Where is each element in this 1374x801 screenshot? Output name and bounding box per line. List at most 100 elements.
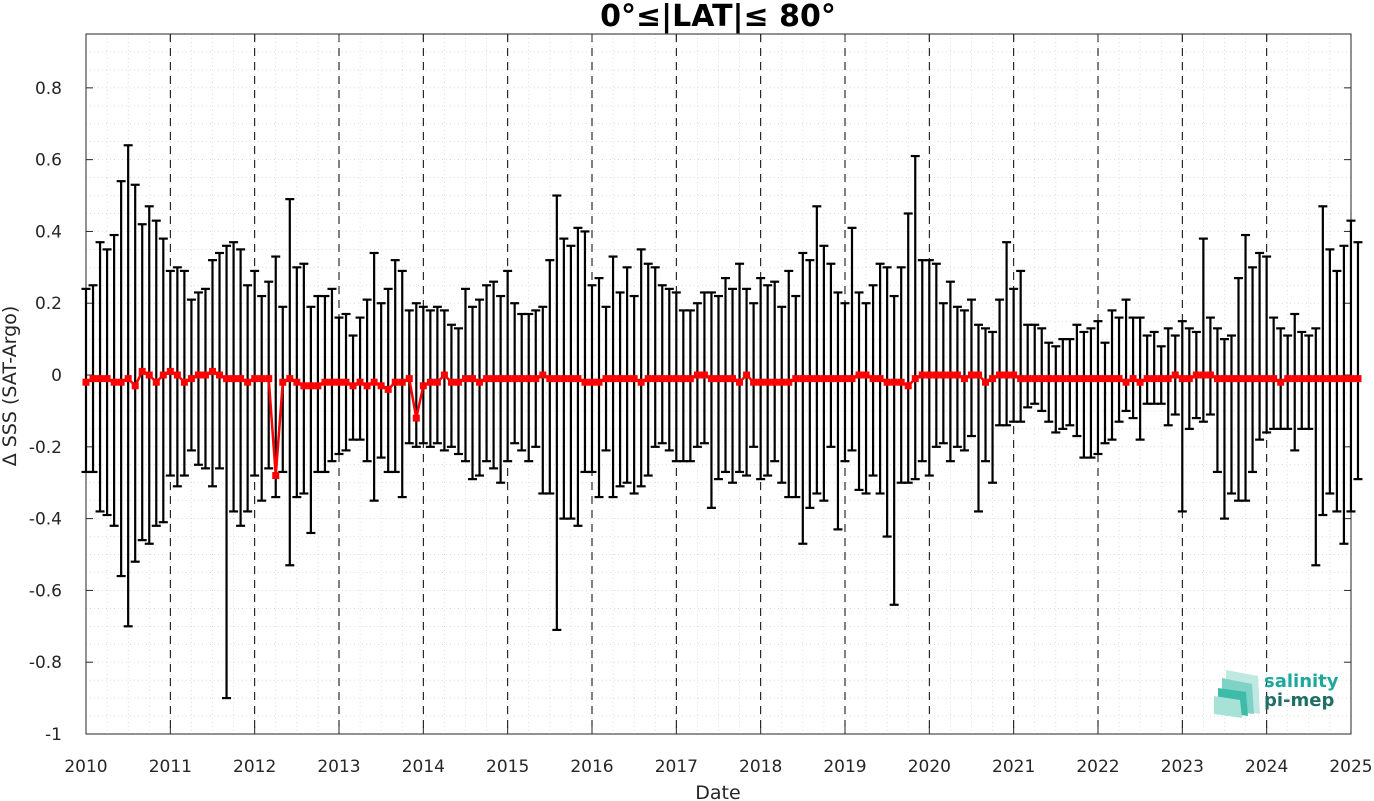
mean-point [925, 371, 933, 379]
mean-point [996, 371, 1004, 379]
mean-point [314, 382, 322, 390]
mean-point [813, 375, 821, 383]
mean-point [1143, 375, 1151, 383]
mean-point [1326, 375, 1334, 383]
mean-point [1101, 375, 1109, 383]
mean-point [328, 378, 336, 386]
mean-point [518, 375, 526, 383]
mean-point [321, 378, 329, 386]
mean-point [827, 375, 835, 383]
x-tick-label: 2021 [992, 757, 1035, 777]
mean-point [244, 378, 252, 386]
x-tick-labels: 2010 2011 2012 2013 2014 2015 2016 2017 2018 2019… [64, 757, 1372, 777]
mean-point [490, 375, 498, 383]
x-axis-title: Date [695, 782, 740, 801]
y-axis-title: Δ SSS (SAT-Argo) [0, 306, 21, 466]
mean-point [454, 378, 462, 386]
mean-point [1298, 375, 1306, 383]
mean-point [743, 371, 751, 379]
mean-point [300, 382, 308, 390]
mean-point [651, 375, 659, 383]
mean-point [848, 375, 856, 383]
mean-point [272, 472, 280, 480]
mean-point [750, 378, 758, 386]
mean-point [201, 371, 209, 379]
mean-point [1220, 375, 1228, 383]
mean-point [1242, 375, 1250, 383]
mean-point [1080, 375, 1088, 383]
mean-point [433, 378, 441, 386]
mean-point [152, 378, 160, 386]
mean-point [637, 378, 645, 386]
mean-point [911, 375, 919, 383]
mean-point [1312, 375, 1320, 383]
mean-point [117, 378, 125, 386]
mean-point [1087, 375, 1095, 383]
y-tick-label: -0.8 [29, 653, 62, 673]
mean-point [131, 382, 139, 390]
y-tick-label: 0.2 [35, 294, 62, 314]
mean-point [1010, 371, 1018, 379]
mean-point [672, 375, 680, 383]
mean-point [806, 375, 814, 383]
mean-point [96, 375, 104, 383]
mean-point [1150, 375, 1158, 383]
mean-point [658, 375, 666, 383]
mean-point [363, 382, 371, 390]
mean-point [279, 378, 287, 386]
mean-point [223, 375, 231, 383]
mean-point [1017, 375, 1025, 383]
mean-point [1115, 375, 1123, 383]
mean-point [1136, 378, 1144, 386]
mean-point [630, 375, 638, 383]
mean-point [890, 378, 898, 386]
mean-point [841, 375, 849, 383]
mean-point [932, 371, 940, 379]
mean-point [1305, 375, 1313, 383]
mean-point [1235, 375, 1243, 383]
mean-point [103, 375, 111, 383]
x-tick-label: 2017 [655, 757, 698, 777]
mean-line [82, 367, 1362, 480]
mean-point [405, 375, 413, 383]
mean-point [1206, 371, 1214, 379]
y-tick-label: 0.8 [35, 79, 62, 99]
mean-point [904, 382, 912, 390]
mean-point [567, 375, 575, 383]
mean-point [1284, 375, 1292, 383]
mean-point [237, 375, 245, 383]
mean-point [497, 375, 505, 383]
mean-point [1059, 375, 1067, 383]
x-tick-label: 2024 [1245, 757, 1288, 777]
mean-point [1263, 375, 1271, 383]
mean-point [1171, 371, 1179, 379]
mean-point [553, 375, 561, 383]
mean-point [1164, 375, 1172, 383]
mean-point [1129, 375, 1137, 383]
salinity-pi-mep-logo: salinity pi-mep [1214, 670, 1339, 718]
mean-point [440, 371, 448, 379]
mean-point [967, 371, 975, 379]
mean-point [722, 375, 730, 383]
mean-point [504, 375, 512, 383]
mean-point [349, 382, 357, 390]
mean-point [1038, 375, 1046, 383]
mean-point [145, 371, 153, 379]
mean-point [757, 378, 765, 386]
mean-point [834, 375, 842, 383]
mean-point [609, 375, 617, 383]
mean-point [230, 375, 238, 383]
mean-point [1178, 375, 1186, 383]
mean-point [1122, 378, 1130, 386]
mean-point [644, 375, 652, 383]
mean-point [1333, 375, 1341, 383]
mean-point [511, 375, 519, 383]
mean-point [342, 378, 350, 386]
x-tick-label: 2010 [64, 757, 107, 777]
mean-point [581, 378, 589, 386]
y-tick-label: -0.4 [29, 510, 62, 530]
mean-point [939, 371, 947, 379]
mean-point [1291, 375, 1299, 383]
mean-point [187, 375, 195, 383]
